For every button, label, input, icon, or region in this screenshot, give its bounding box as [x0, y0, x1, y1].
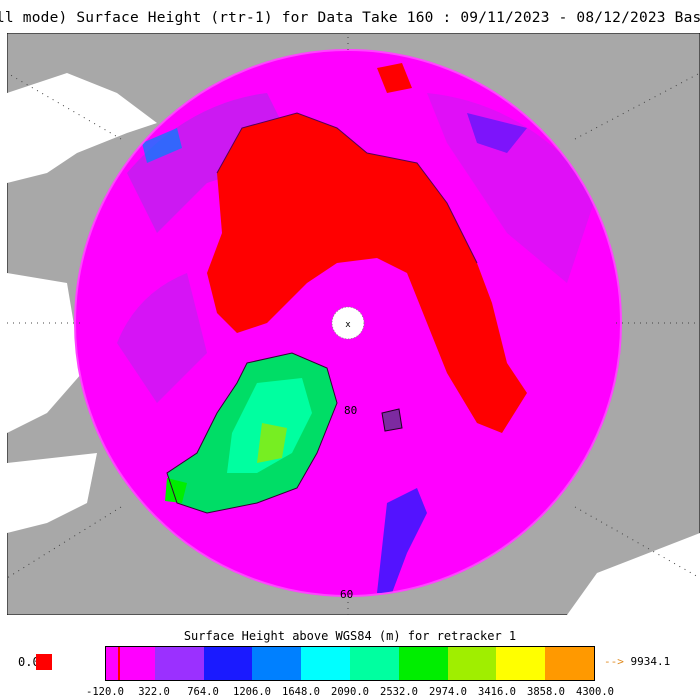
- ocean-area: [7, 453, 97, 533]
- overflow-arrow-icon: -->: [604, 655, 624, 668]
- colorbar-tick-label: 3858.0: [527, 686, 565, 698]
- lat-label-80: 80: [344, 404, 357, 417]
- colorbar-segment: [106, 647, 155, 680]
- ocean-area: [7, 73, 157, 183]
- zero-value-label: 0.0: [18, 655, 40, 669]
- plot-title: ll mode) Surface Height (rtr-1) for Data…: [0, 10, 700, 26]
- zero-value-swatch: [36, 654, 52, 670]
- colorbar-ticks: -120.0 322.0 764.0 1206.0 1648.0 2090.0 2532.0…: [0, 686, 700, 700]
- colorbar-segment: [545, 647, 594, 680]
- colorbar-segment: [398, 647, 448, 680]
- colorbar-segment: [447, 647, 497, 680]
- colorbar-tick-label: 764.0: [187, 686, 219, 698]
- colorbar-segment: [496, 647, 546, 680]
- colorbar-tick-label: 322.0: [138, 686, 170, 698]
- lat-label-60: 60: [340, 588, 353, 601]
- colorbar-tick-label: 2532.0: [380, 686, 418, 698]
- colorbar-tick-label: 4300.0: [576, 686, 614, 698]
- ocean-area: [567, 533, 700, 615]
- graticule: [7, 33, 700, 615]
- colorbar-segment: [349, 647, 399, 680]
- colorbar-segment: [301, 647, 350, 680]
- sea-ice-region: [207, 113, 527, 433]
- colorbar-segment: [154, 647, 204, 680]
- colorbar-tick-label: 1648.0: [282, 686, 320, 698]
- colorbar: [105, 646, 595, 681]
- pole-gap: [332, 307, 364, 339]
- overflow-value: 9934.1: [630, 655, 671, 668]
- colorbar-tick-label: 2974.0: [429, 686, 467, 698]
- pole-marker: x: [345, 320, 351, 330]
- colorbar-tick-label: 3416.0: [478, 686, 516, 698]
- ocean-area: [7, 273, 82, 433]
- colorbar-title: Surface Height above WGS84 (m) for retra…: [183, 629, 517, 643]
- colorbar-zero-marker: [118, 647, 120, 680]
- colorbar-segment: [252, 647, 302, 680]
- polar-map: x 80 60: [7, 33, 700, 615]
- colorbar-tick-label: 1206.0: [233, 686, 271, 698]
- overflow-indicator: --> 9934.1: [604, 655, 670, 668]
- colorbar-tick-label: 2090.0: [331, 686, 369, 698]
- colorbar-tick-label: -120.0: [86, 686, 124, 698]
- colorbar-segment: [203, 647, 253, 680]
